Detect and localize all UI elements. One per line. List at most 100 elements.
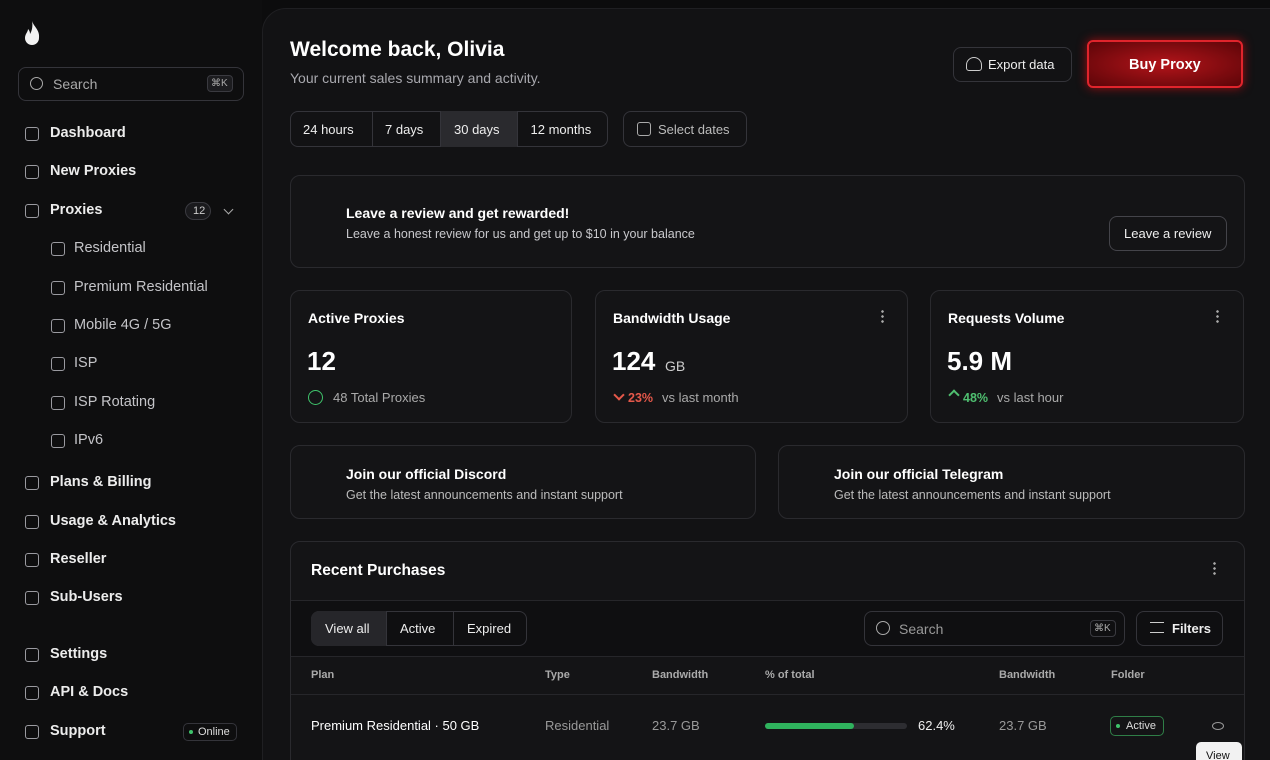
stat-card — [930, 290, 1244, 423]
range-label: 7 days — [385, 122, 424, 138]
nav-icon — [25, 553, 39, 567]
filter-label: Expired — [467, 621, 512, 637]
nav-item[interactable]: ISP Rotating — [74, 394, 156, 411]
nav-icon — [51, 281, 65, 295]
nav-item[interactable]: Proxies — [50, 202, 103, 219]
column-header[interactable]: Bandwidth — [652, 669, 709, 682]
bandwidth: 23.7 GB — [999, 718, 1047, 734]
nav-icon — [25, 515, 39, 529]
sidebar-search[interactable] — [18, 67, 244, 101]
column-header[interactable]: Plan — [311, 669, 335, 682]
range-tab[interactable] — [440, 111, 517, 147]
filter-tab[interactable] — [311, 611, 386, 646]
view-icon[interactable] — [1212, 722, 1224, 730]
more-menu — [1216, 309, 1219, 323]
more-menu — [881, 309, 884, 323]
filters-button[interactable] — [1136, 611, 1223, 646]
column-header[interactable]: Bandwidth — [999, 669, 1056, 682]
nav-icon — [51, 434, 65, 448]
stat-note: vs last month — [662, 390, 739, 406]
range-tab[interactable] — [372, 111, 440, 147]
progress-fill — [765, 723, 854, 729]
stat-card — [290, 290, 572, 423]
tooltip — [1196, 742, 1242, 760]
logo — [25, 21, 40, 45]
stat-value: 12 — [307, 346, 336, 377]
stat-title: Active Proxies — [308, 309, 405, 326]
stat-title: Bandwidth Usage — [613, 309, 731, 326]
search-placeholder: Search — [53, 75, 98, 92]
nav-item[interactable]: Plans & Billing — [50, 474, 152, 491]
filters-label: Filters — [1172, 621, 1212, 637]
stat-value: 124 — [612, 346, 656, 377]
review-text: Leave a honest review for us and get up … — [346, 226, 695, 241]
nav-icon — [25, 591, 39, 605]
stat-unit: GB — [665, 357, 686, 374]
export-icon — [966, 57, 982, 71]
search-shortcut: ⌘K — [211, 78, 228, 89]
nav-item[interactable]: IPv6 — [74, 432, 104, 449]
review-title: Leave a review and get rewarded! — [346, 204, 570, 221]
nav-icon — [51, 357, 65, 371]
nav-item[interactable]: Reseller — [50, 551, 107, 568]
select-dates[interactable] — [623, 111, 747, 147]
range-tab[interactable] — [517, 111, 607, 147]
table-search-shortcut: ⌘K — [1094, 623, 1111, 634]
page-subtitle: Your current sales summary and activity. — [290, 69, 541, 86]
count-badge — [185, 202, 211, 220]
buy-button[interactable] — [1087, 40, 1243, 88]
nav-item[interactable]: Usage & Analytics — [50, 513, 176, 530]
status-badge — [183, 723, 237, 741]
nav-item[interactable]: API & Docs — [50, 684, 129, 701]
community-title: Join our official Telegram — [834, 465, 1004, 482]
filters-icon — [1150, 622, 1164, 633]
nav-icon — [51, 396, 65, 410]
nav-item[interactable]: Support — [50, 723, 106, 740]
nav-icon — [25, 476, 39, 490]
export-button[interactable] — [953, 47, 1072, 82]
nav-icon — [25, 686, 39, 700]
export-label: Export data — [988, 57, 1055, 73]
status-dot — [189, 730, 193, 734]
more-menu — [1213, 561, 1216, 575]
plan: Premium Residential · 50 GB — [311, 718, 480, 734]
search-icon — [876, 621, 890, 635]
toolbar — [291, 600, 1244, 657]
column-header[interactable]: % of total — [765, 669, 815, 682]
share-label: 62.4% — [918, 718, 955, 734]
nav-icon — [25, 127, 39, 141]
filter-tab[interactable] — [453, 611, 527, 646]
stat-change: 23% — [628, 390, 654, 405]
shortcut-badge — [207, 75, 233, 92]
nav-icon — [25, 204, 39, 218]
nav-item[interactable]: ISP — [74, 355, 98, 372]
review-card — [290, 175, 1245, 268]
purchases-title: Recent Purchases — [311, 561, 446, 579]
nav-item[interactable]: Sub-Users — [50, 589, 123, 606]
filter-label: Active — [400, 621, 436, 637]
type: Residential — [545, 718, 610, 734]
filter-tab[interactable] — [386, 611, 453, 646]
row-divider — [291, 694, 1244, 695]
table-search[interactable] — [864, 611, 1125, 646]
nav-item[interactable]: Dashboard — [50, 125, 126, 142]
buy-label: Buy Proxy — [1129, 57, 1201, 74]
review-button-label: Leave a review — [1124, 226, 1212, 242]
nav-item[interactable]: Residential — [74, 240, 146, 257]
shortcut-badge — [1090, 620, 1116, 637]
nav-item[interactable]: Mobile 4G / 5G — [74, 317, 172, 334]
column-header[interactable]: Folder — [1111, 669, 1145, 682]
community-card — [290, 445, 756, 519]
nav-item[interactable]: Settings — [50, 646, 108, 663]
community-card — [778, 445, 1245, 519]
globe-icon — [308, 390, 323, 405]
stat-sub: 48 Total Proxies — [333, 390, 426, 406]
review-button[interactable] — [1109, 216, 1227, 251]
nav-item[interactable]: New Proxies — [50, 163, 137, 180]
nav-icon — [25, 165, 39, 179]
range-label: 12 months — [530, 122, 592, 138]
nav-item[interactable]: Premium Residential — [74, 279, 208, 296]
column-header[interactable]: Type — [545, 669, 570, 682]
bandwidth: 23.7 GB — [652, 718, 700, 734]
